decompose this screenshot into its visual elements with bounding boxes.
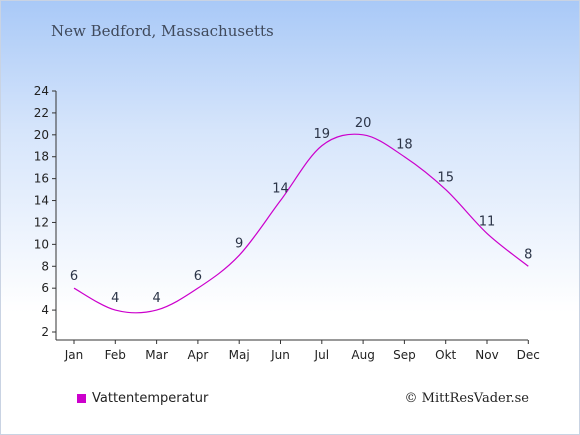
x-tick-label: Sep [393, 348, 416, 362]
y-tick-label: 4 [41, 303, 49, 317]
x-tick-label: Okt [435, 348, 456, 362]
y-tick-label: 6 [41, 281, 49, 295]
legend: Vattentemperatur [77, 391, 208, 406]
y-tick-label: 2 [41, 325, 49, 339]
data-label: 19 [314, 127, 331, 142]
x-tick-label: Aug [351, 348, 374, 362]
y-tick-label: 8 [41, 259, 49, 273]
series-layer: 6 4 4 6 9 14 19 20 18 15 11 8 [70, 116, 532, 314]
y-tick-label: 22 [34, 106, 49, 120]
credit-text: © MittResVader.se [404, 391, 529, 406]
y-tick-label: 20 [34, 128, 49, 142]
data-label: 6 [194, 269, 202, 284]
data-label: 18 [396, 138, 413, 153]
x-tick-label: Feb [105, 348, 126, 362]
data-label: 4 [152, 291, 160, 306]
y-tick-label: 12 [34, 215, 49, 229]
y-tick-label: 18 [34, 150, 49, 164]
data-label: 6 [70, 269, 78, 284]
chart-title: New Bedford, Massachusetts [51, 22, 274, 40]
data-label: 4 [111, 291, 119, 306]
x-tick-label: Nov [475, 348, 498, 362]
x-tick-label: Jan [64, 348, 84, 362]
x-tick-label: Jul [314, 348, 329, 362]
legend-label: Vattentemperatur [92, 391, 209, 406]
y-tick-label: 10 [34, 237, 49, 251]
data-label: 15 [437, 171, 454, 186]
data-label: 14 [272, 182, 289, 197]
x-tick-label: Maj [229, 348, 250, 362]
y-tick-label: 24 [34, 84, 49, 98]
x-tick-label: Dec [517, 348, 540, 362]
x-tick-label: Mar [145, 348, 168, 362]
y-tick-label: 14 [34, 194, 49, 208]
data-label: 9 [235, 236, 243, 251]
data-label: 11 [479, 214, 496, 229]
y-tick-label: 16 [34, 172, 49, 186]
legend-swatch [77, 394, 86, 403]
series-line [73, 133, 529, 314]
data-label: 20 [355, 116, 372, 131]
data-label: 8 [524, 247, 532, 262]
x-tick-label: Jun [270, 348, 290, 362]
x-tick-label: Apr [188, 348, 209, 362]
